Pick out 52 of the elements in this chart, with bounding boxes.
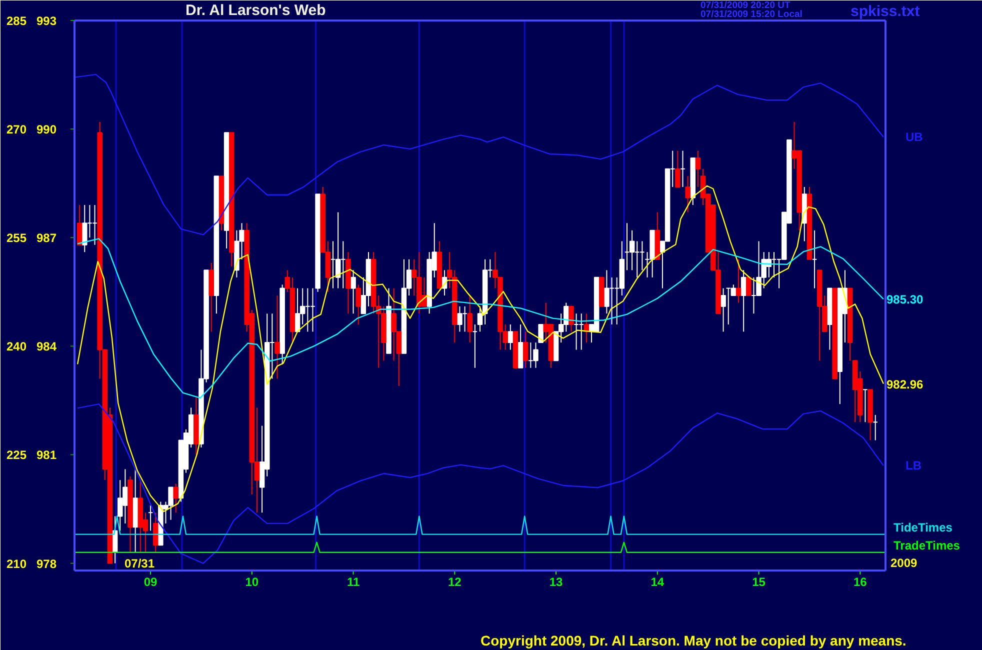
candlestick — [76, 204, 82, 246]
text: spkiss.txt — [850, 3, 920, 20]
x-tick-label: 15 — [752, 575, 766, 589]
series-label: TideTimes — [894, 520, 953, 534]
y-tick-label: 981 — [36, 448, 57, 462]
y2-tick-label: 240 — [6, 340, 27, 354]
candlestick — [740, 270, 746, 332]
candlestick — [675, 150, 680, 188]
y2-tick-label: 285 — [6, 14, 27, 28]
y2-tick-label: 270 — [6, 122, 27, 137]
text: 07/31/2009 20:20 UT — [700, 0, 790, 11]
y-tick-label: 987 — [36, 231, 57, 246]
y-tick-label: 990 — [36, 122, 57, 137]
chart-title: Dr. Al Larson's Web — [186, 2, 326, 19]
x-tick-label: 12 — [448, 575, 462, 589]
candlestick — [173, 483, 179, 514]
text: 07/31/2009 15:20 Local — [700, 9, 802, 20]
series-label: UB — [906, 130, 924, 144]
x-tick-label: 16 — [853, 575, 868, 589]
series-label: TradeTimes — [894, 538, 960, 552]
series-label: LB — [906, 458, 922, 473]
candlestick — [467, 295, 472, 344]
annotation: 982.96 — [886, 377, 924, 392]
candlestick — [356, 284, 361, 325]
y2-tick-label: 255 — [6, 231, 27, 246]
candlestick — [274, 295, 280, 380]
y-tick-label: 984 — [36, 340, 57, 354]
candlestick — [720, 288, 726, 332]
candlestick — [522, 331, 528, 368]
candlestick — [685, 176, 690, 213]
x-tick-label: 09 — [144, 575, 158, 589]
candlestick — [568, 306, 574, 332]
x-tick-label: 10 — [245, 575, 259, 589]
line-series — [76, 185, 884, 512]
line-series — [74, 74, 884, 236]
candlestick — [695, 150, 701, 188]
annotation: 07/31 — [124, 556, 155, 570]
y-tick-label: 978 — [36, 556, 57, 571]
candlestick — [538, 324, 544, 344]
candlestick — [736, 258, 742, 304]
x-tick-label: 13 — [549, 575, 564, 589]
candlestick — [746, 276, 752, 296]
y2-tick-label: 225 — [6, 448, 27, 462]
x-tick-label: 14 — [650, 575, 664, 589]
x-tick-label: 11 — [346, 575, 360, 589]
text: Copyright 2009, Dr. Al Larson. May not be copied by any means. — [480, 632, 906, 648]
candlestick — [350, 270, 356, 314]
candlestick — [508, 324, 514, 350]
annotation: 985.30 — [886, 292, 924, 307]
y2-tick-label: 210 — [6, 556, 27, 571]
y-tick-label: 993 — [36, 14, 57, 28]
text: 2009 — [890, 556, 918, 570]
